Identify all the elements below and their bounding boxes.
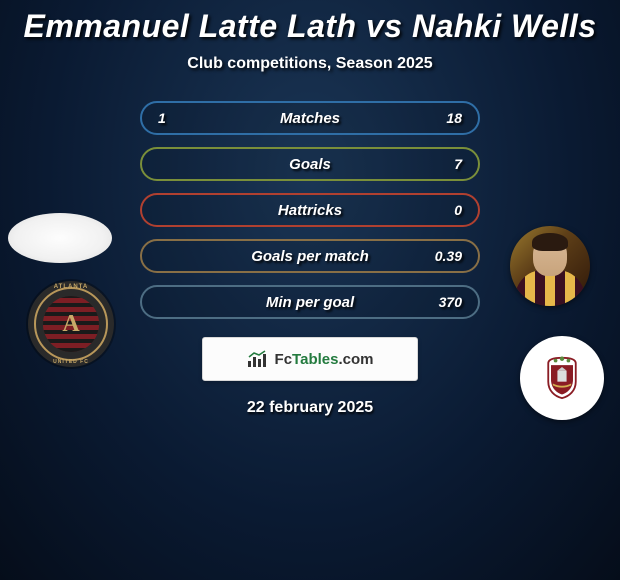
team-left-badge: ATLANTA A UNITED FC xyxy=(28,281,114,367)
stat-row: Goals per match0.39 xyxy=(140,239,480,273)
stat-label: Goals xyxy=(142,156,478,173)
page-subtitle: Club competitions, Season 2025 xyxy=(0,55,620,73)
stat-right-value: 0.39 xyxy=(435,248,462,264)
stat-label: Goals per match xyxy=(142,248,478,265)
brand-text: FcTables.com xyxy=(275,351,374,368)
stat-row: Goals7 xyxy=(140,147,480,181)
page-title: Emmanuel Latte Lath vs Nahki Wells xyxy=(0,0,620,45)
player-right-avatar xyxy=(510,226,590,306)
stat-right-value: 18 xyxy=(446,110,462,126)
atlanta-a-icon: A xyxy=(62,312,79,336)
stat-label: Matches xyxy=(142,110,478,127)
stat-right-value: 0 xyxy=(454,202,462,218)
stat-left-value: 1 xyxy=(158,110,166,126)
player-left-avatar xyxy=(8,213,112,263)
comparison-panel: ATLANTA A UNITED FC xyxy=(0,101,620,417)
badge-text: UNITED FC xyxy=(28,359,114,365)
team-right-badge xyxy=(520,336,604,420)
stat-row: Hattricks0 xyxy=(140,193,480,227)
stat-right-value: 7 xyxy=(454,156,462,172)
bristol-crest-icon xyxy=(544,356,580,400)
stat-row: 1Matches18 xyxy=(140,101,480,135)
brand-link[interactable]: FcTables.com xyxy=(202,337,418,381)
stat-right-value: 370 xyxy=(439,294,462,310)
brand-chart-icon xyxy=(247,350,269,368)
stat-label: Min per goal xyxy=(142,294,478,311)
badge-text: ATLANTA xyxy=(28,284,114,290)
stat-row: Min per goal370 xyxy=(140,285,480,319)
stat-label: Hattricks xyxy=(142,202,478,219)
